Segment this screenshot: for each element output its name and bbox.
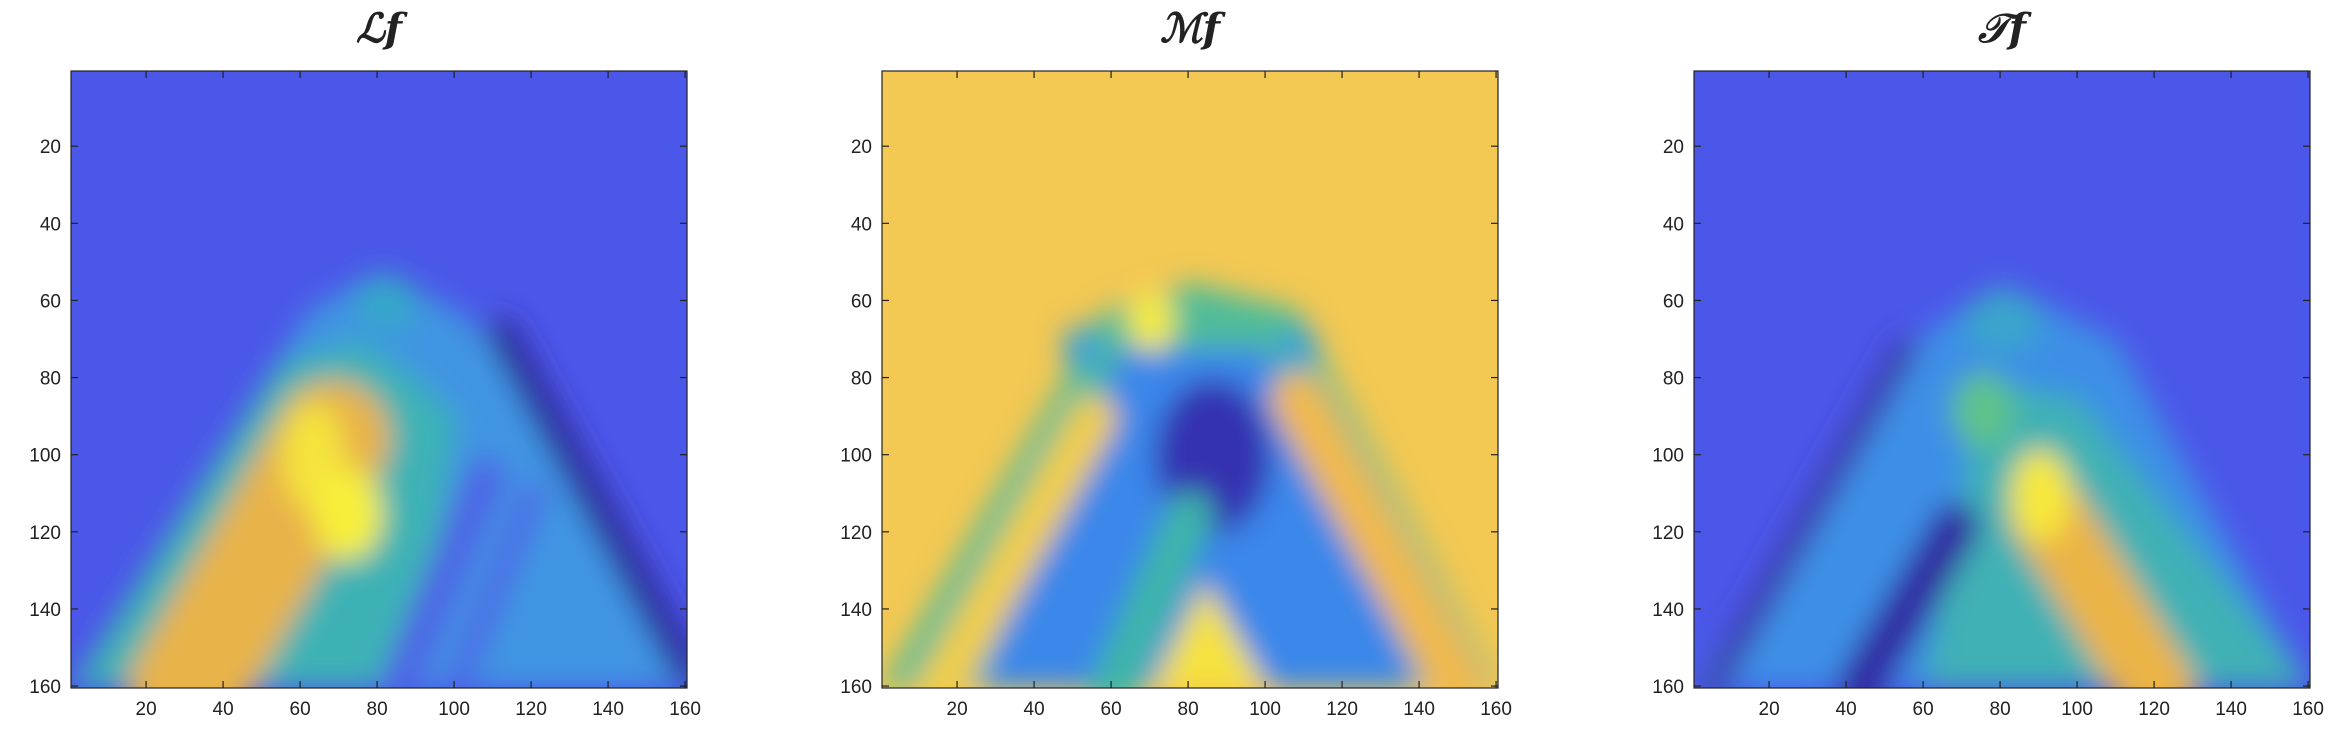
texture <box>2009 448 2072 542</box>
panel: ℒf 20 40 60 80 100 120 140 160 20 40 60 80 100 120 140 1… <box>29 5 701 720</box>
heatmap-texture <box>882 283 1498 688</box>
heatmap-image <box>1694 71 2310 688</box>
y-tick-label: 140 <box>1652 600 1684 621</box>
texture <box>1836 502 1979 688</box>
texture <box>486 317 687 685</box>
x-tick-label: 20 <box>1759 699 1780 720</box>
texture <box>1270 371 1487 688</box>
x-tick-label: 100 <box>438 699 470 720</box>
chart-title: 𝒯f <box>1977 5 2032 52</box>
x-tick-label: 100 <box>1249 699 1281 720</box>
y-tick-label: 120 <box>1652 523 1684 544</box>
y-tick-label: 100 <box>29 446 61 467</box>
texture <box>1701 337 1918 688</box>
y-tick-label: 140 <box>29 600 61 621</box>
y-tick-label: 40 <box>851 214 872 235</box>
y-tick-label: 120 <box>840 523 872 544</box>
texture <box>1925 379 2310 688</box>
x-tick-label: 160 <box>669 699 701 720</box>
x-tick-label: 120 <box>1326 699 1358 720</box>
x-tick-label: 80 <box>1178 699 1199 720</box>
texture <box>444 483 545 688</box>
y-tick-label: 100 <box>840 446 872 467</box>
x-tick-label: 40 <box>213 699 234 720</box>
y-tick-label: 60 <box>851 291 872 312</box>
texture <box>313 468 383 561</box>
x-tick-label: 80 <box>367 699 388 720</box>
texture <box>355 275 418 330</box>
y-tick-label: 60 <box>40 291 61 312</box>
x-tick-label: 40 <box>1836 699 1857 720</box>
heatmap-image <box>882 71 1498 688</box>
x-tick-label: 140 <box>2215 699 2247 720</box>
texture <box>1089 491 1214 688</box>
x-tick-label: 20 <box>136 699 157 720</box>
x-tick-label: 60 <box>290 699 311 720</box>
x-tick-label: 20 <box>947 699 968 720</box>
x-tick-label: 140 <box>1403 699 1435 720</box>
x-tick-label: 60 <box>1101 699 1122 720</box>
y-tick-label: 160 <box>29 677 61 698</box>
texture <box>1951 371 2014 449</box>
y-tick-label: 60 <box>1663 291 1684 312</box>
texture <box>1128 290 1175 353</box>
heatmap-image <box>71 71 687 688</box>
axes-box <box>70 70 688 689</box>
x-tick-label: 120 <box>2138 699 2170 720</box>
texture <box>379 456 507 688</box>
y-tick-label: 160 <box>1652 677 1684 698</box>
x-tick-label: 160 <box>2292 699 2324 720</box>
y-tick-label: 80 <box>851 369 872 390</box>
x-tick-label: 160 <box>1480 699 1512 720</box>
y-tick-label: 80 <box>40 369 61 390</box>
axes-box <box>1693 70 2311 689</box>
panel: ℳf 20 40 60 80 100 120 140 160 20 40 60 80 100 120 140 1… <box>840 5 1512 720</box>
x-tick-label: 120 <box>515 699 547 720</box>
axes-box <box>881 70 1499 689</box>
chart-title: ℒf <box>356 5 408 52</box>
heatmap-texture <box>71 271 687 688</box>
texture <box>916 394 1117 688</box>
y-tick-label: 160 <box>840 677 872 698</box>
chart-title: ℳf <box>1160 5 1226 52</box>
texture <box>2009 475 2195 688</box>
y-tick-label: 140 <box>840 600 872 621</box>
x-tick-label: 40 <box>1024 699 1045 720</box>
texture <box>1963 290 2041 353</box>
y-tick-label: 100 <box>1652 446 1684 467</box>
y-tick-label: 20 <box>851 137 872 158</box>
x-tick-label: 140 <box>592 699 624 720</box>
panel: 𝒯f 20 40 60 80 100 120 140 160 20 40 60 80 100 120 140 1… <box>1652 5 2324 720</box>
heatmap-texture <box>1694 283 2310 688</box>
x-tick-label: 100 <box>2061 699 2093 720</box>
texture <box>1151 580 1267 688</box>
y-tick-label: 20 <box>40 137 61 158</box>
x-tick-label: 60 <box>1913 699 1934 720</box>
texture <box>1278 325 1318 372</box>
x-tick-label: 80 <box>1990 699 2011 720</box>
texture <box>1062 325 1102 372</box>
y-tick-label: 40 <box>1663 214 1684 235</box>
y-tick-label: 20 <box>1663 137 1684 158</box>
y-tick-label: 80 <box>1663 369 1684 390</box>
y-tick-label: 40 <box>40 214 61 235</box>
y-tick-label: 120 <box>29 523 61 544</box>
